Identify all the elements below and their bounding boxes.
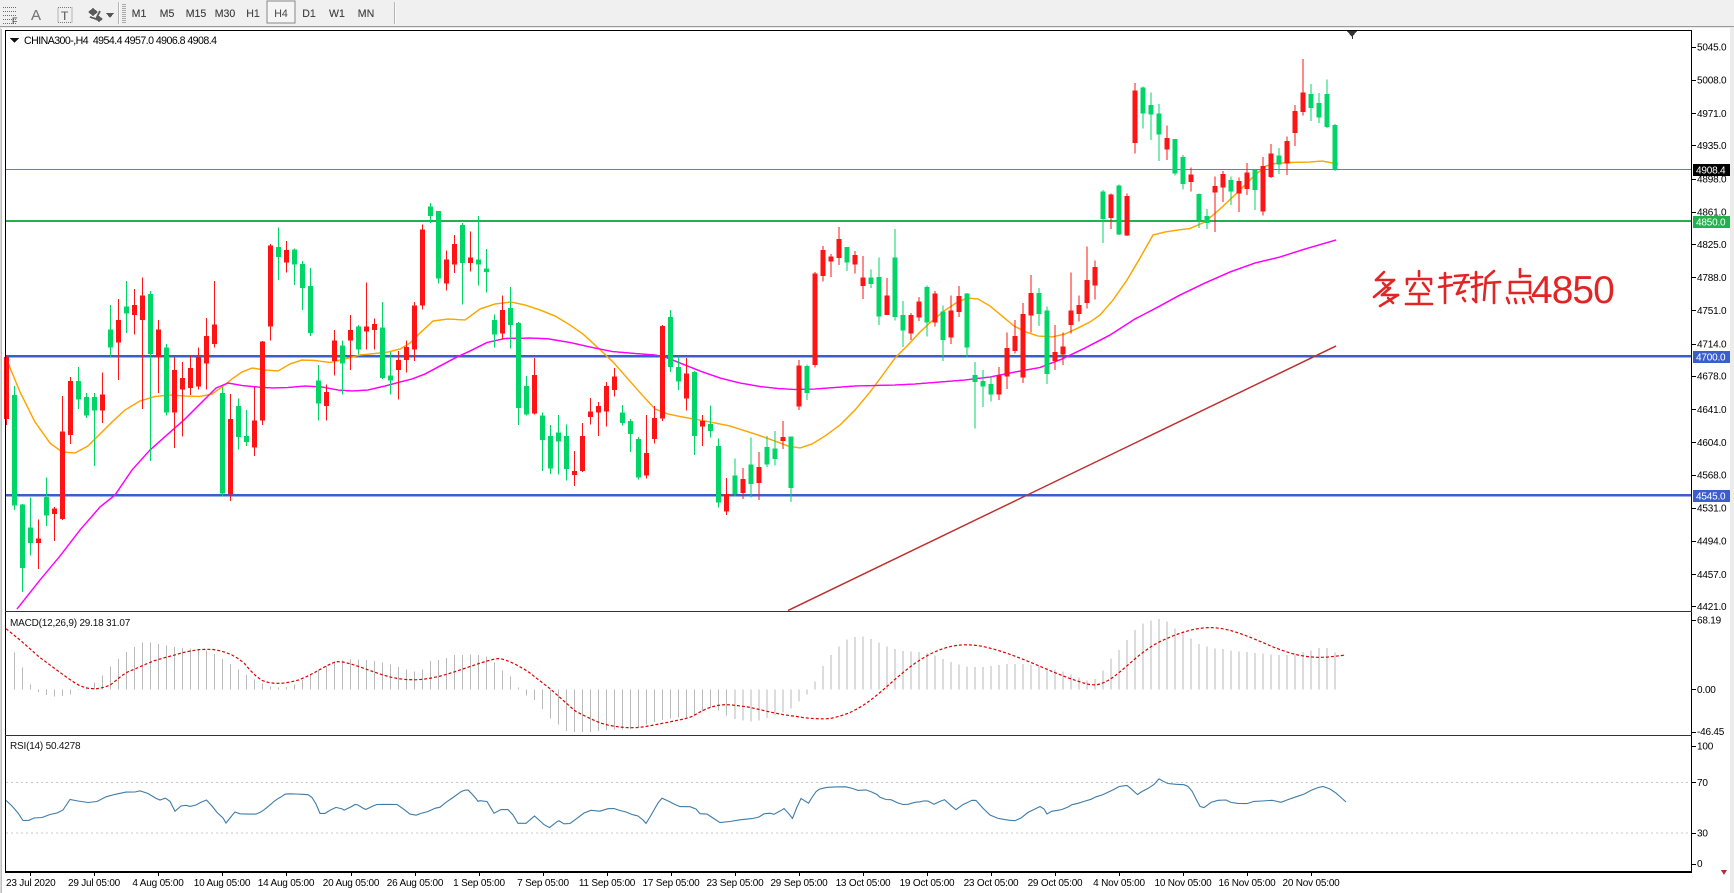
- svg-text:4898.0: 4898.0: [1697, 174, 1727, 185]
- svg-text:M1: M1: [132, 8, 147, 20]
- svg-text:16 Nov 05:00: 16 Nov 05:00: [1218, 878, 1276, 889]
- svg-text:4850.0: 4850.0: [1696, 218, 1726, 229]
- svg-text:23 Jul 2020: 23 Jul 2020: [6, 878, 56, 889]
- svg-text:13 Oct 05:00: 13 Oct 05:00: [836, 878, 891, 889]
- svg-text:4850: 4850: [1531, 269, 1614, 312]
- svg-text:M30: M30: [215, 8, 236, 20]
- svg-text:10 Nov 05:00: 10 Nov 05:00: [1154, 878, 1212, 889]
- svg-text:M15: M15: [186, 8, 207, 20]
- svg-text:4 Aug 05:00: 4 Aug 05:00: [132, 878, 184, 889]
- svg-text:4700.0: 4700.0: [1696, 352, 1726, 363]
- svg-text:23 Oct 05:00: 23 Oct 05:00: [964, 878, 1019, 889]
- svg-text:4678.0: 4678.0: [1697, 372, 1727, 383]
- svg-text:7 Sep 05:00: 7 Sep 05:00: [517, 878, 569, 889]
- svg-text:4641.0: 4641.0: [1697, 405, 1727, 416]
- svg-text:F: F: [12, 16, 18, 26]
- svg-text:29 Oct 05:00: 29 Oct 05:00: [1028, 878, 1083, 889]
- svg-text:23 Sep 05:00: 23 Sep 05:00: [706, 878, 764, 889]
- svg-text:4494.0: 4494.0: [1697, 537, 1727, 548]
- svg-text:MACD(12,26,9) 29.18 31.07: MACD(12,26,9) 29.18 31.07: [10, 618, 131, 629]
- svg-text:W1: W1: [329, 8, 345, 20]
- svg-text:4908.4: 4908.4: [1696, 165, 1726, 176]
- svg-text:4457.0: 4457.0: [1697, 570, 1727, 581]
- svg-text:4421.0: 4421.0: [1697, 602, 1727, 613]
- svg-text:W1: W1: [329, 8, 345, 20]
- svg-text:M1: M1: [132, 8, 147, 20]
- svg-text:CHINA300-,H4 4954.4 4957.0 49: CHINA300-,H4 4954.4 4957.0 4906.8 4908.4: [24, 35, 217, 47]
- svg-text:T: T: [61, 9, 69, 23]
- svg-text:4604.0: 4604.0: [1697, 438, 1727, 449]
- svg-text:4861.0: 4861.0: [1697, 208, 1727, 219]
- svg-text:1 Sep 05:00: 1 Sep 05:00: [453, 878, 505, 889]
- svg-text:H1: H1: [246, 8, 260, 20]
- svg-text:0.00: 0.00: [1697, 685, 1716, 696]
- svg-text:D1: D1: [302, 8, 316, 20]
- svg-text:M5: M5: [160, 8, 175, 20]
- svg-text:5008.0: 5008.0: [1697, 76, 1727, 87]
- svg-text:0: 0: [1697, 859, 1703, 870]
- svg-text:4788.0: 4788.0: [1697, 273, 1727, 284]
- svg-text:M30: M30: [215, 8, 236, 20]
- svg-text:10 Aug 05:00: 10 Aug 05:00: [194, 878, 251, 889]
- svg-text:20 Nov 05:00: 20 Nov 05:00: [1282, 878, 1340, 889]
- svg-text:A: A: [31, 7, 41, 24]
- svg-text:4531.0: 4531.0: [1697, 504, 1727, 515]
- svg-text:H1: H1: [246, 8, 260, 20]
- svg-text:4971.0: 4971.0: [1697, 109, 1727, 120]
- svg-text:D1: D1: [302, 8, 316, 20]
- svg-text:M5: M5: [160, 8, 175, 20]
- svg-text:5045.0: 5045.0: [1697, 43, 1727, 54]
- svg-text:T: T: [61, 9, 69, 23]
- svg-text:100: 100: [1697, 742, 1714, 753]
- svg-text:M15: M15: [186, 8, 207, 20]
- svg-text:MN: MN: [358, 8, 374, 20]
- svg-text:4545.0: 4545.0: [1696, 491, 1726, 502]
- svg-text:RSI(14) 50.4278: RSI(14) 50.4278: [10, 741, 81, 752]
- svg-text:14 Aug 05:00: 14 Aug 05:00: [258, 878, 315, 889]
- svg-text:4825.0: 4825.0: [1697, 240, 1727, 251]
- svg-text:MN: MN: [358, 8, 374, 20]
- svg-text:26 Aug 05:00: 26 Aug 05:00: [387, 878, 444, 889]
- svg-text:A: A: [31, 7, 41, 24]
- svg-text:19 Oct 05:00: 19 Oct 05:00: [900, 878, 955, 889]
- svg-text:4935.0: 4935.0: [1697, 141, 1727, 152]
- svg-text:11 Sep 05:00: 11 Sep 05:00: [579, 878, 636, 889]
- svg-text:-46.45: -46.45: [1697, 727, 1725, 738]
- svg-text:29 Sep 05:00: 29 Sep 05:00: [770, 878, 828, 889]
- svg-text:68.19: 68.19: [1697, 615, 1722, 626]
- svg-text:17 Sep 05:00: 17 Sep 05:00: [642, 878, 700, 889]
- svg-text:30: 30: [1697, 829, 1708, 840]
- svg-text:70: 70: [1697, 778, 1708, 789]
- svg-text:4 Nov 05:00: 4 Nov 05:00: [1093, 878, 1145, 889]
- svg-text:20 Aug 05:00: 20 Aug 05:00: [323, 878, 380, 889]
- svg-text:29 Jul 05:00: 29 Jul 05:00: [68, 878, 121, 889]
- svg-text:F: F: [12, 16, 18, 26]
- svg-text:4568.0: 4568.0: [1697, 470, 1727, 481]
- svg-text:4751.0: 4751.0: [1697, 306, 1727, 317]
- svg-text:H4: H4: [274, 8, 288, 20]
- svg-text:4714.0: 4714.0: [1697, 339, 1727, 350]
